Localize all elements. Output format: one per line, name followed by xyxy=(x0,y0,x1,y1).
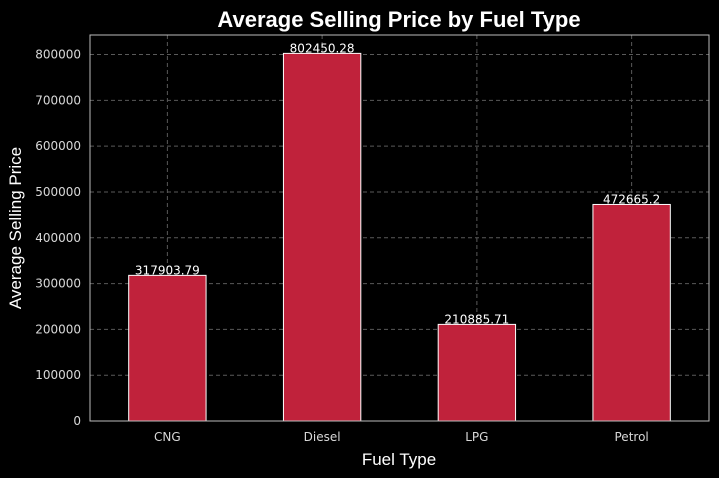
y-tick-label: 200000 xyxy=(35,322,81,336)
bar-value-label: 472665.2 xyxy=(603,192,660,206)
y-tick-label: 700000 xyxy=(35,93,81,107)
x-tick-label: CNG xyxy=(154,430,181,444)
bar-cng xyxy=(128,274,207,422)
bar-value-label: 802450.28 xyxy=(290,41,355,55)
bar-petrol xyxy=(592,203,671,422)
y-tick-label: 600000 xyxy=(35,139,81,153)
y-tick-label: 100000 xyxy=(35,368,81,382)
chart-title: Average Selling Price by Fuel Type xyxy=(217,7,580,32)
x-tick-label: Diesel xyxy=(304,430,341,444)
bar-value-label: 317903.79 xyxy=(135,263,200,277)
x-axis-ticks: CNG Diesel LPG Petrol xyxy=(154,430,649,444)
y-tick-label: 500000 xyxy=(35,185,81,199)
x-axis-label: Fuel Type xyxy=(362,450,436,469)
y-axis-label: Average Selling Price xyxy=(6,147,25,309)
x-tick-label: Petrol xyxy=(615,430,649,444)
plot-frame xyxy=(89,34,710,422)
y-tick-label: 800000 xyxy=(35,48,81,62)
y-axis-ticks: 0 100000 200000 300000 400000 500000 600000 700… xyxy=(35,48,81,428)
y-tick-label: 400000 xyxy=(35,231,81,245)
y-tick-label: 0 xyxy=(73,414,81,428)
bar-lpg xyxy=(437,323,517,422)
data-labels: 317903.79 802450.28 210885.71 472665.2 xyxy=(135,41,660,326)
bar-diesel xyxy=(282,52,362,422)
bars xyxy=(128,52,671,422)
x-tick-label: LPG xyxy=(465,430,488,444)
y-tick-label: 300000 xyxy=(35,277,81,291)
bar-value-label: 210885.71 xyxy=(444,312,509,326)
